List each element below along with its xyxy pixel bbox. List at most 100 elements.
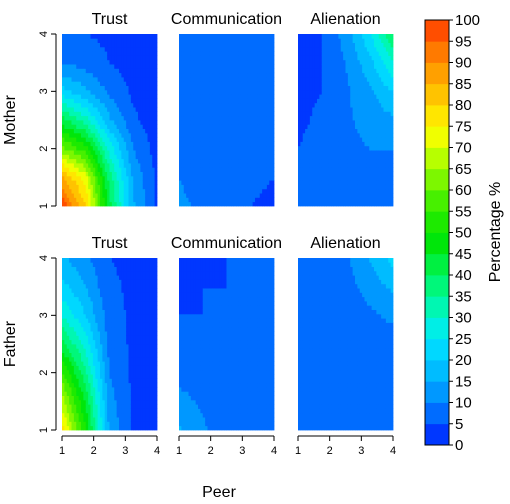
heatmap-cell <box>123 42 127 48</box>
heatmap-cell <box>312 98 316 104</box>
heatmap-cell <box>64 305 68 310</box>
heatmap-cell <box>66 111 70 117</box>
heatmap-cell <box>179 68 182 74</box>
heatmap-cell <box>319 94 323 99</box>
heatmap-cell <box>219 158 223 164</box>
heatmap-cell <box>312 115 316 121</box>
heatmap-cell <box>138 175 141 181</box>
heatmap-cell <box>233 77 237 82</box>
heatmap-cell <box>188 197 192 203</box>
heatmap-cell <box>266 197 270 203</box>
heatmap-cell <box>247 137 251 142</box>
heatmap-cell <box>326 171 330 177</box>
heatmap-cell <box>107 188 110 194</box>
heatmap-cell <box>378 145 382 151</box>
heatmap-cell <box>343 180 346 185</box>
heatmap-cell <box>309 34 313 39</box>
heatmap-cell <box>195 94 199 99</box>
heatmap-cell <box>97 154 101 160</box>
heatmap-cell <box>369 55 373 61</box>
heatmap-cell <box>228 124 232 129</box>
heatmap-cell <box>130 197 134 203</box>
heatmap-cell <box>247 94 251 99</box>
heatmap-cell <box>298 163 301 168</box>
heatmap-cell <box>305 81 308 86</box>
heatmap-cell <box>264 68 268 74</box>
heatmap-cell <box>259 55 263 61</box>
heatmap-cell <box>195 175 199 181</box>
heatmap-cell <box>364 77 368 82</box>
heatmap-cell <box>243 59 246 65</box>
heatmap-cell <box>240 188 244 194</box>
heatmap-cell <box>347 137 351 142</box>
heatmap-cell <box>190 175 194 181</box>
heatmap-cell <box>336 167 339 172</box>
heatmap-cell <box>202 85 206 91</box>
heatmap-cell <box>328 34 332 39</box>
heatmap-cell <box>347 59 351 65</box>
heatmap-cell <box>81 68 84 74</box>
heatmap-cell <box>312 77 316 82</box>
heatmap-cell <box>266 145 270 151</box>
heatmap-cell <box>78 72 82 78</box>
heatmap-cell <box>62 85 65 91</box>
heatmap-cell <box>324 163 327 168</box>
heatmap-cell <box>333 124 337 129</box>
heatmap-cell <box>73 132 77 138</box>
heatmap-cell <box>312 132 316 138</box>
heatmap-cell <box>300 51 304 56</box>
heatmap-cell <box>147 171 151 177</box>
heatmap-cell <box>366 193 370 198</box>
heatmap-cell <box>193 145 197 151</box>
heatmap-cell <box>226 124 230 129</box>
heatmap-cell <box>207 124 211 129</box>
heatmap-cell <box>188 201 192 207</box>
heatmap-cell <box>102 184 106 190</box>
heatmap-cell <box>317 111 320 117</box>
heatmap-cell <box>240 89 244 95</box>
heatmap-cell <box>190 132 194 138</box>
heatmap-cell <box>376 94 380 99</box>
heatmap-cell <box>81 128 84 134</box>
heatmap-cell <box>133 51 137 56</box>
heatmap-cell <box>66 283 70 289</box>
heatmap-cell <box>245 107 249 112</box>
heatmap-cell <box>107 51 110 56</box>
heatmap-cell <box>236 72 239 78</box>
heatmap-cell <box>385 46 389 52</box>
heatmap-cell <box>378 72 382 78</box>
heatmap-cell <box>207 163 211 168</box>
heatmap-cell <box>109 64 113 69</box>
heatmap-cell <box>385 89 389 95</box>
heatmap-cell <box>366 72 370 78</box>
heatmap-cell <box>66 175 70 181</box>
heatmap-cell <box>64 64 68 69</box>
heatmap-cell <box>309 120 313 125</box>
heatmap-cell <box>257 55 261 61</box>
heatmap-cell <box>259 64 263 69</box>
heatmap-cell <box>388 85 392 91</box>
heatmap-cell <box>262 158 265 164</box>
heatmap-cell <box>326 59 330 65</box>
heatmap-cell <box>383 64 387 69</box>
heatmap-cell <box>135 51 139 56</box>
heatmap-cell <box>366 137 370 142</box>
heatmap-cell <box>255 68 258 74</box>
heatmap-cell <box>69 64 72 69</box>
heatmap-cell <box>119 81 122 86</box>
heatmap-cell <box>366 85 370 91</box>
heatmap-cell <box>135 59 139 65</box>
heatmap-cell <box>321 188 325 194</box>
heatmap-cell <box>107 94 110 99</box>
heatmap-cell <box>154 59 158 65</box>
heatmap-cell <box>133 124 137 129</box>
heatmap-cell <box>145 55 148 61</box>
heatmap-cell <box>181 201 185 207</box>
heatmap-cell <box>338 180 342 185</box>
heatmap-cell <box>221 102 225 108</box>
heatmap-cell <box>183 51 187 56</box>
heatmap-cell <box>224 145 227 151</box>
heatmap-cell <box>212 175 216 181</box>
heatmap-cell <box>390 107 394 112</box>
heatmap-cell <box>352 64 356 69</box>
